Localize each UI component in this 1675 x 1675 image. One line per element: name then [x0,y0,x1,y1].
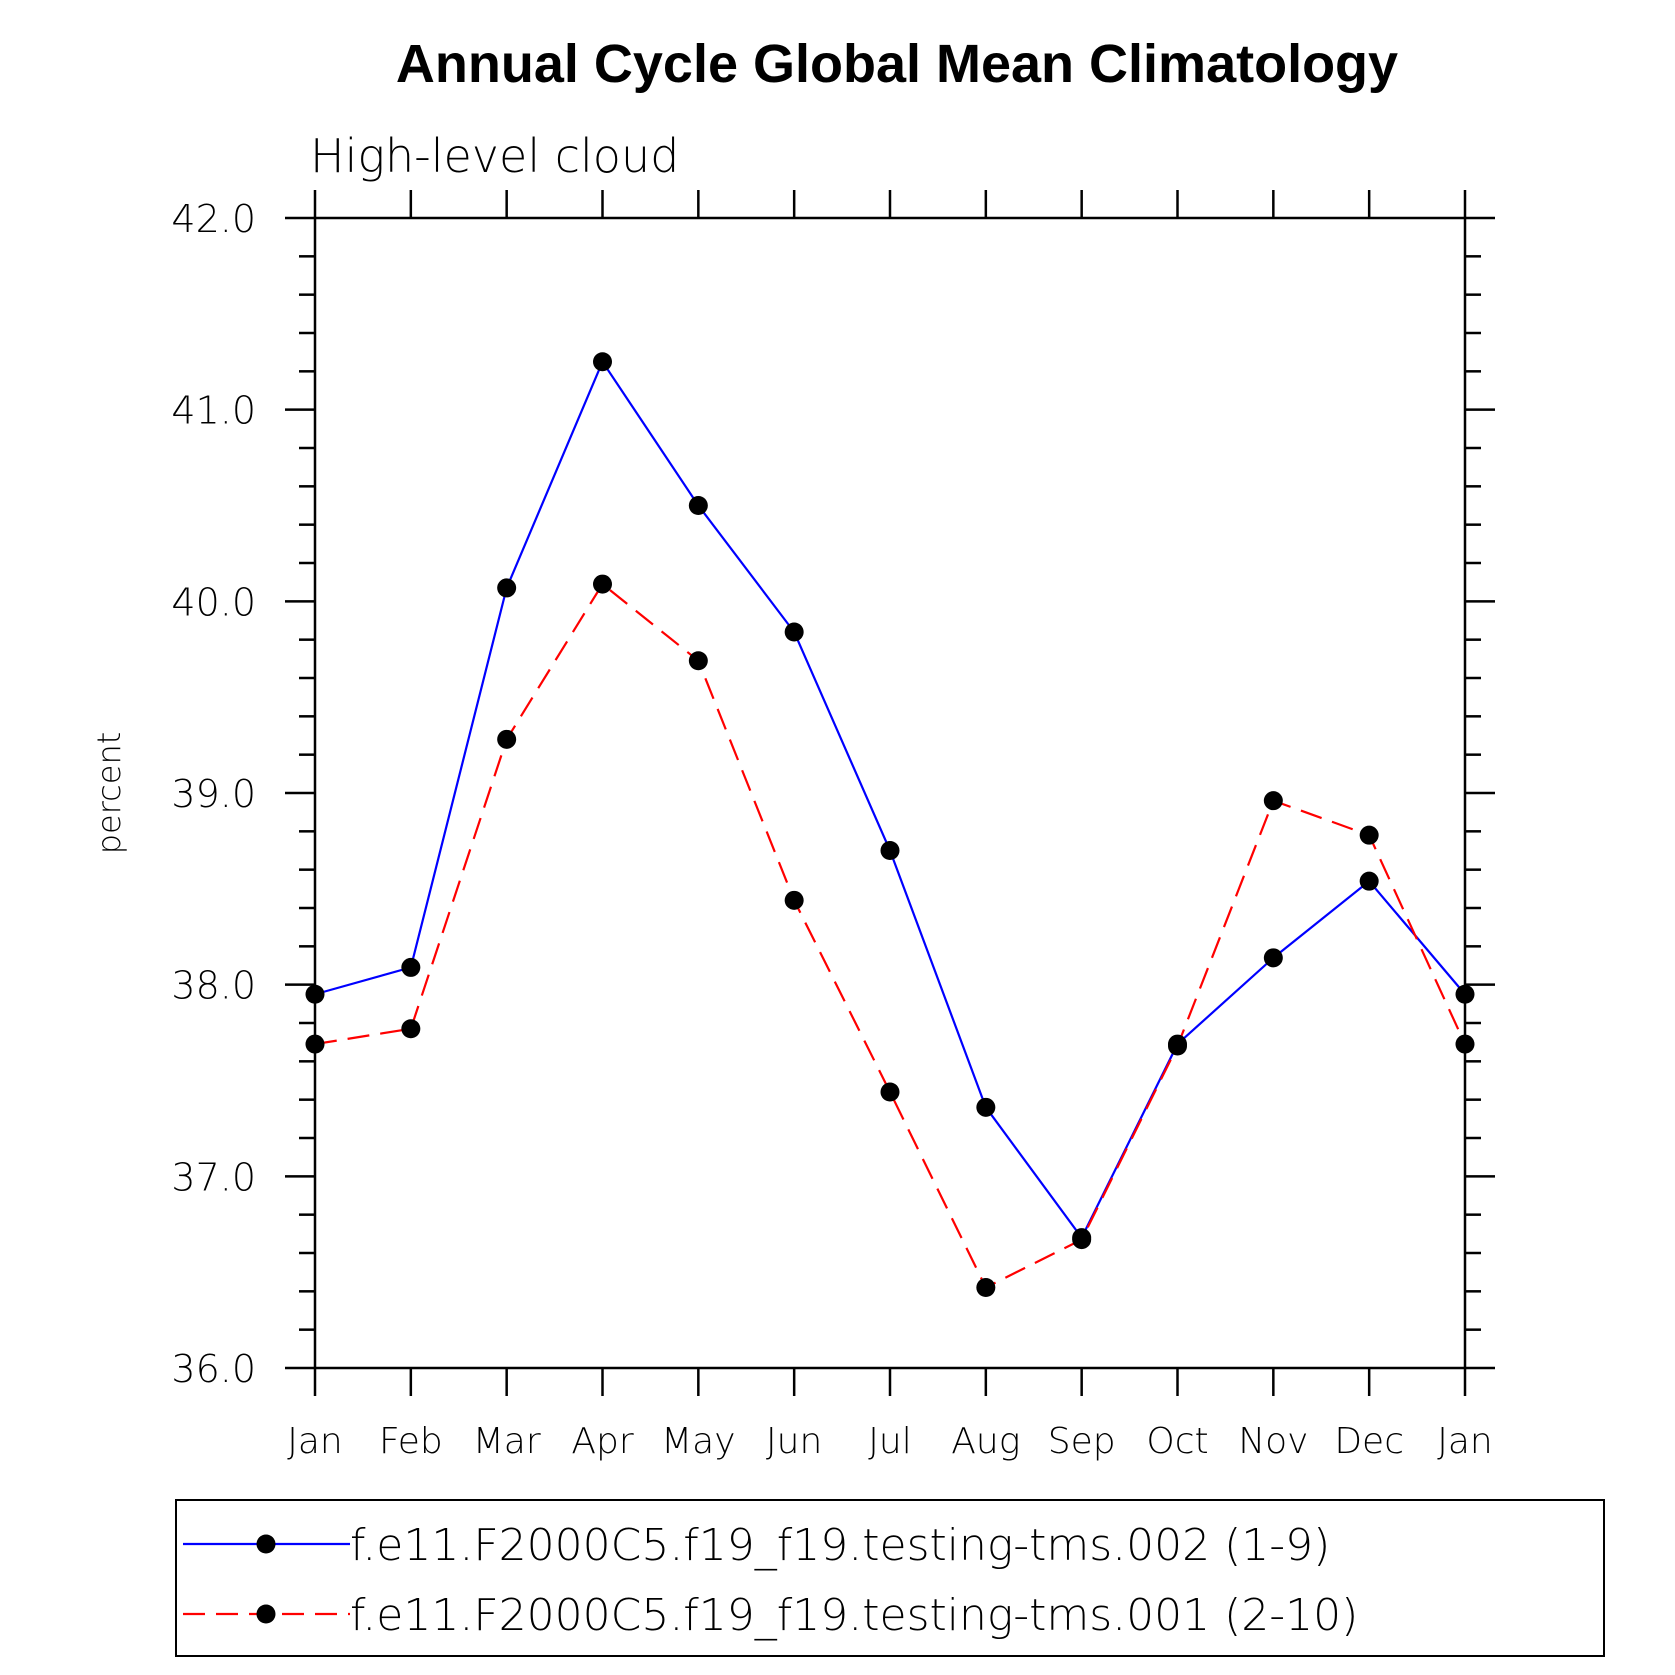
data-point-series-2 [880,1082,900,1102]
y-tick-label: 42.0 [171,197,256,241]
data-point-series-2 [1072,1230,1092,1250]
data-point-series-1 [1455,984,1475,1004]
data-point-series-2 [1455,1034,1475,1054]
data-point-series-2 [1263,791,1283,811]
x-tick-label: Jun [766,1421,822,1462]
data-point-series-2 [1168,1036,1187,1056]
y-tick-labels: 36.0 37.0 38.0 39.0 40.0 41.0 42.0 [171,197,256,1391]
data-point-series-1 [593,352,612,372]
x-tick-label: May [661,1421,735,1462]
data-point-series-1 [688,496,708,515]
x-tick-label: Jan [287,1421,343,1462]
x-tick-labels: Jan Feb Mar Apr May Jun Jul Aug Sep Oct Nov Dec Jan [287,1421,1493,1462]
data-point-series-2 [784,890,804,910]
plot-area [313,216,1467,1370]
legend-box [175,1499,1605,1657]
data-point-series-2 [976,1278,996,1297]
axis-ticks [285,190,1495,1396]
y-tick-label: 37.0 [171,1155,256,1199]
legend: f.e11.F2000C5.f19_f19.testing-tms.002 (1… [175,1499,1605,1657]
legend-label-1: f.e11.F2000C5.f19_f19.testing-tms.002 (1… [350,1520,1330,1571]
x-tick-label: Feb [379,1421,443,1462]
data-point-series-1 [880,841,900,860]
y-axis-label: percent [90,732,128,855]
data-point-series-2 [401,1019,421,1039]
legend-marker-2 [256,1604,276,1624]
x-tick-label: Dec [1334,1421,1404,1462]
x-tick-label: Nov [1238,1421,1308,1462]
data-point-series-2 [688,651,708,671]
data-point-series-1 [1263,948,1283,968]
data-point-series-2 [305,1034,325,1054]
data-point-series-1 [305,984,325,1004]
x-tick-label: Oct [1146,1421,1208,1462]
data-point-series-2 [593,574,612,594]
chart-subtitle: High-level cloud [310,129,679,183]
data-point-series-1 [401,957,421,977]
data-point-series-1 [784,622,804,642]
y-tick-label: 39.0 [171,772,256,816]
data-point-series-1 [497,578,517,598]
data-point-series-1 [1359,871,1379,891]
legend-marker-1 [256,1534,276,1554]
series-group [305,352,1475,1297]
x-tick-label: Jul [868,1421,911,1462]
y-tick-label: 36.0 [171,1347,256,1391]
y-tick-label: 41.0 [171,389,256,433]
x-tick-label: Aug [951,1421,1020,1462]
x-tick-label: Sep [1048,1421,1116,1462]
x-tick-label: Mar [473,1421,541,1462]
data-point-series-1 [976,1097,996,1117]
x-tick-label: Jan [1437,1421,1493,1462]
series-line-2 [314,582,1466,1289]
legend-label-2: f.e11.F2000C5.f19_f19.testing-tms.001 (2… [350,1590,1358,1641]
y-tick-label: 40.0 [171,580,256,624]
x-tick-label: Apr [571,1421,633,1462]
chart-title: Annual Cycle Global Mean Climatology [396,34,1398,94]
data-point-series-2 [497,729,517,749]
data-point-series-2 [1359,825,1379,845]
y-tick-label: 38.0 [171,964,256,1008]
